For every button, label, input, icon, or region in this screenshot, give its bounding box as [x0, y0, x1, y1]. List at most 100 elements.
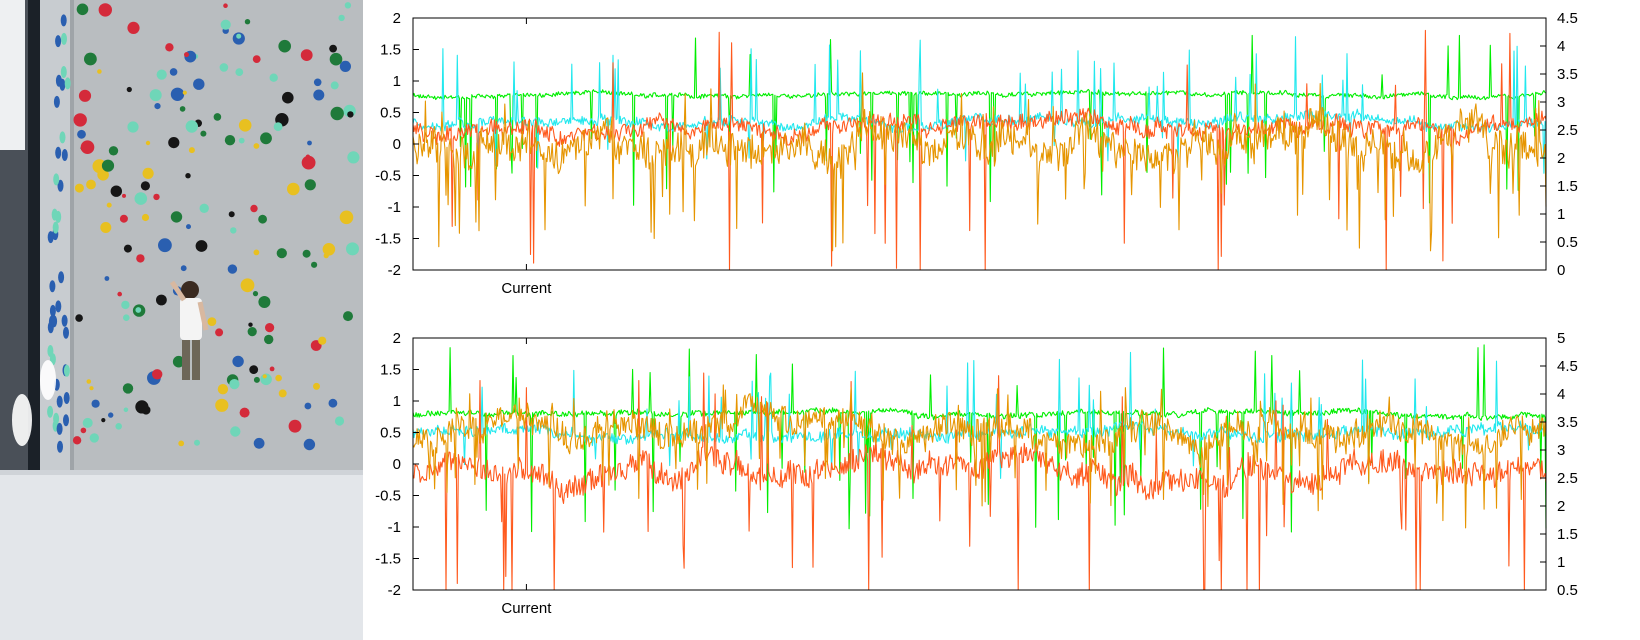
climbing-hold — [347, 151, 360, 164]
climbing-hold — [108, 146, 119, 156]
climbing-hold — [89, 386, 94, 391]
y-left-tick-label: 0 — [393, 136, 401, 153]
climbing-hold — [215, 398, 229, 412]
climbing-hold — [278, 39, 292, 53]
climbing-hold — [229, 379, 240, 390]
climbing-hold — [170, 211, 183, 223]
x-marker-label: Current — [501, 600, 552, 617]
climbing-hold — [135, 307, 142, 313]
climbing-hold — [170, 87, 185, 102]
series-line-3 — [412, 372, 1547, 591]
climbing-hold — [224, 135, 236, 146]
climbing-hold — [239, 407, 250, 418]
climbing-hold — [80, 427, 87, 434]
climbing-hold — [101, 159, 115, 172]
climbing-hold — [344, 2, 352, 9]
y-left-tick-label: 0.5 — [380, 105, 401, 122]
climbing-hold — [304, 179, 316, 191]
climbing-hold — [250, 204, 258, 213]
y-right-tick-label: 1 — [1557, 206, 1565, 223]
climbing-hold — [185, 120, 198, 133]
climbing-hold — [195, 240, 208, 252]
climbing-hold — [127, 121, 139, 133]
y-left-tick-label: 1.5 — [380, 42, 401, 59]
y-left-tick-label: -0.5 — [375, 168, 401, 185]
climbing-hold — [121, 300, 130, 310]
climbing-hold — [100, 222, 112, 233]
series-line-4 — [412, 384, 1547, 529]
climbing-hold — [302, 249, 311, 258]
y-right-tick-label: 0.5 — [1557, 582, 1578, 599]
climbing-hold — [57, 440, 63, 453]
climbing-hold — [311, 261, 318, 268]
climbing-hold — [75, 314, 83, 322]
climbing-hold — [141, 213, 150, 222]
climbing-hold — [303, 438, 316, 451]
series-line-1 — [412, 344, 1547, 533]
climbing-hold — [91, 399, 100, 408]
climbing-hold — [55, 74, 62, 87]
y-right-tick-label: 3.5 — [1557, 66, 1578, 83]
climbing-hold — [134, 192, 148, 205]
climbing-hold — [249, 365, 259, 374]
climbing-hold — [61, 149, 68, 161]
climbing-hold — [322, 243, 336, 256]
y-left-tick-label: -1.5 — [375, 231, 401, 248]
climbing-hold — [169, 68, 178, 76]
climbing-hold — [74, 183, 84, 193]
climbing-hold — [60, 14, 67, 27]
climbing-hold — [220, 19, 231, 30]
x-marker-label: Current — [501, 280, 552, 297]
climbing-hold — [313, 382, 320, 390]
series-line-1 — [412, 34, 1547, 206]
climbing-hold — [47, 231, 54, 244]
climbing-hold — [127, 21, 140, 34]
climbing-hold — [122, 383, 134, 394]
climbing-hold — [182, 90, 187, 95]
climbing-hold — [217, 384, 229, 395]
climbing-hold — [57, 179, 64, 192]
climbing-hold — [238, 137, 245, 144]
climbing-hold — [76, 3, 89, 16]
y-left-tick-label: 2 — [393, 330, 401, 347]
y-right-tick-label: 5 — [1557, 330, 1565, 347]
climbing-hold — [253, 376, 260, 383]
climbing-hold — [301, 155, 316, 170]
climbing-hold — [193, 78, 205, 90]
climbing-hold — [258, 214, 267, 224]
climbing-hold — [101, 418, 106, 423]
climbing-hold — [49, 304, 56, 317]
climbing-hold — [63, 364, 70, 377]
climbing-hold — [273, 122, 283, 132]
y-right-tick-label: 0 — [1557, 262, 1565, 279]
climbing-hold — [300, 49, 313, 61]
climbing-hold — [180, 265, 187, 272]
climbing-hold — [64, 77, 71, 90]
climbing-hold — [318, 336, 327, 345]
climbing-hold — [329, 44, 337, 53]
climbing-hold — [117, 291, 122, 297]
climbing-hold — [53, 173, 60, 186]
climbing-hold — [158, 238, 172, 253]
climbing-hold — [262, 374, 267, 379]
climbing-hold — [77, 129, 86, 139]
series-line-4 — [412, 72, 1547, 252]
climbing-hold — [253, 437, 265, 449]
climbing-hold — [339, 210, 354, 225]
climbing-hold — [61, 32, 67, 45]
y-left-tick-label: 2 — [393, 10, 401, 27]
climbing-hold — [275, 374, 282, 382]
climbing-hold — [172, 355, 185, 368]
climbing-hold — [269, 366, 275, 372]
climbing-hold — [232, 355, 244, 368]
climbing-hold — [328, 398, 338, 408]
y-left-tick-label: 1 — [393, 73, 401, 90]
climbing-hold — [252, 55, 261, 63]
climbing-hold — [152, 369, 163, 380]
climbing-hold — [123, 407, 129, 413]
y-right-tick-label: 4.5 — [1557, 10, 1578, 27]
climbing-hold — [188, 147, 195, 154]
y-right-tick-label: 1 — [1557, 554, 1565, 571]
plot-frame — [412, 17, 1547, 271]
series-line-2 — [412, 36, 1547, 174]
